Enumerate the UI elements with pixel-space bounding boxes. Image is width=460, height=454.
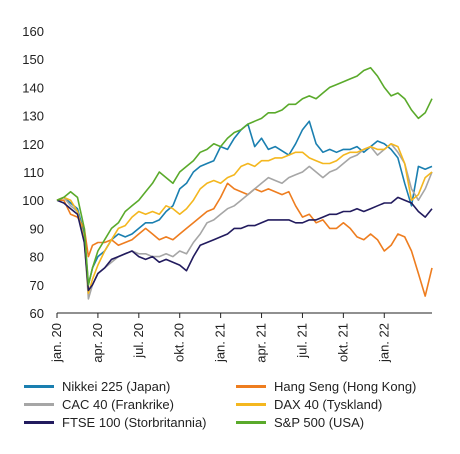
x-tick-label: jul. 20 [131, 323, 146, 359]
legend-swatch [236, 421, 266, 424]
y-tick-label: 80 [30, 250, 44, 265]
legend-item: CAC 40 (Frankrike) [24, 397, 174, 412]
legend-label: DAX 40 (Tyskland) [274, 397, 383, 412]
y-axis: 60 70 80 90 100 110 120 130 140 150 160 [22, 24, 44, 321]
legend-item: DAX 40 (Tyskland) [236, 397, 382, 412]
series-line [57, 182, 433, 297]
legend-label: CAC 40 (Frankrike) [62, 397, 174, 412]
legend-label: Nikkei 225 (Japan) [62, 379, 171, 394]
y-tick-label: 130 [22, 109, 44, 124]
y-tick-label: 100 [22, 193, 44, 208]
x-tick-label: jul. 21 [294, 323, 309, 359]
legend-label: Hang Seng (Hong Kong) [274, 379, 417, 394]
x-tick-label: jan. 21 [213, 323, 228, 363]
y-tick-label: 90 [30, 221, 44, 236]
series-line [56, 196, 433, 292]
legend-swatch [236, 385, 266, 388]
x-tick-label: jan. 20 [49, 323, 64, 363]
x-tick-label: okt. 20 [172, 323, 187, 362]
series-line [56, 143, 433, 300]
y-tick-label: 160 [22, 24, 44, 39]
series-line [56, 66, 433, 286]
legend-item: S&P 500 (USA) [236, 415, 364, 430]
y-tick-label: 150 [22, 52, 44, 67]
legend-item: FTSE 100 (Storbritannia) [24, 415, 207, 430]
y-tick-label: 120 [22, 137, 44, 152]
x-tick-label: jan. 22 [376, 323, 391, 363]
x-axis: jan. 20 apr. 20 jul. 20 okt. 20 jan. 21 apr. … [49, 312, 432, 363]
legend-label: FTSE 100 (Storbritannia) [62, 415, 207, 430]
legend-swatch [24, 421, 54, 424]
y-tick-label: 70 [30, 278, 44, 293]
legend-swatch [24, 385, 54, 388]
x-tick-label: apr. 21 [254, 323, 269, 363]
y-tick-label: 140 [22, 80, 44, 95]
legend-swatch [236, 403, 266, 406]
legend-label: S&P 500 (USA) [274, 415, 365, 430]
x-tick-label: apr. 20 [90, 323, 105, 363]
y-tick-label: 110 [23, 165, 44, 180]
y-tick-label: 60 [30, 306, 44, 321]
series-line [56, 143, 433, 295]
series-lines [56, 66, 433, 300]
legend-item: Nikkei 225 (Japan) [24, 379, 170, 394]
legend-item: Hang Seng (Hong Kong) [236, 379, 416, 394]
legend-swatch [24, 403, 54, 406]
line-chart: 60 70 80 90 100 110 120 130 140 150 160 jan. 20 apr… [22, 24, 433, 363]
x-tick-label: okt. 21 [335, 323, 350, 362]
